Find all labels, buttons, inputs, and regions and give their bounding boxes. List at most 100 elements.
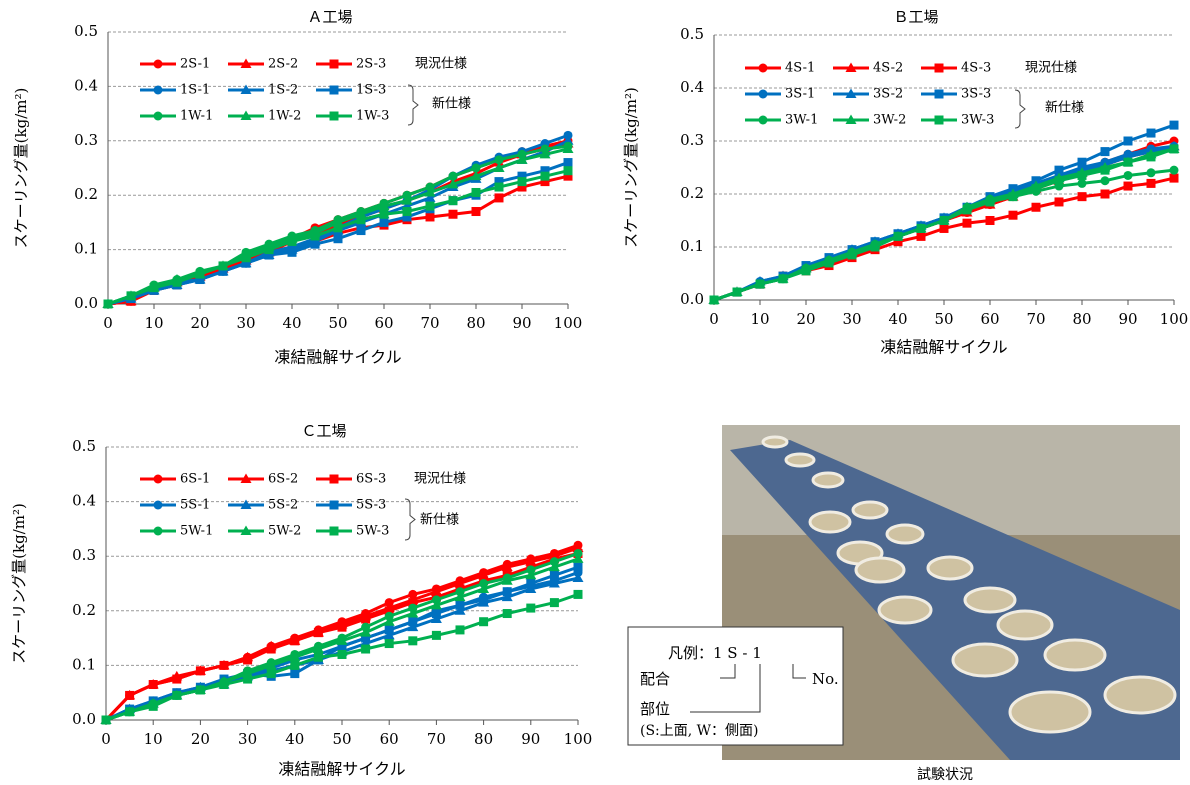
x-tick-label: 10 [750,310,769,328]
marker [709,295,719,305]
x-tick-label: 50 [934,310,953,328]
marker [870,242,880,252]
x-axis-label: 凍結融解サイクル [880,338,1007,357]
marker [287,236,297,246]
marker [1146,128,1156,138]
x-tick-label: 90 [1118,310,1137,328]
chart-title: Ｂ工場 [893,8,938,26]
x-tick-label: 100 [1160,310,1189,328]
marker [329,474,339,484]
marker [934,63,944,73]
legend-label: 1S-3 [356,83,386,98]
x-tick-label: 100 [554,314,583,332]
y-axis-label: スケーリング量(kg/m²) [622,87,640,248]
marker [962,218,972,228]
photo-caption: 試験状況 [917,767,973,783]
marker [525,583,537,593]
marker [845,114,857,124]
legend-label: 5S-2 [268,498,298,513]
marker [195,275,205,285]
marker [290,660,300,670]
annotation: 現況仕様 [415,57,467,72]
marker [153,474,163,484]
marker [148,680,158,690]
marker [431,630,441,640]
marker [562,143,574,153]
marker [540,177,550,187]
x-tick-label: 10 [144,730,163,748]
y-tick-label: 0.5 [74,22,98,40]
y-tick-label: 0.1 [680,237,704,255]
legend-label: 6S-1 [180,472,210,487]
marker [378,200,390,211]
marker [470,170,482,181]
marker [893,231,903,241]
marker [1123,136,1133,146]
legend-part-note: (S:上面, W：側面) [640,723,759,739]
marker [195,269,205,279]
marker [494,177,504,187]
marker [563,166,573,176]
legend-label: 5W-3 [356,524,389,539]
marker [1100,165,1110,175]
marker [310,239,320,249]
marker [1077,170,1087,180]
marker [549,598,559,608]
x-tick-label: 100 [564,730,593,748]
legend-label: 3S-2 [873,87,903,102]
marker [424,192,436,202]
marker [337,641,347,651]
marker [153,85,163,95]
marker [149,283,159,293]
marker [548,561,560,572]
x-tick-label: 0 [709,310,719,328]
marker [845,88,857,98]
marker [471,207,481,217]
marker [241,253,251,263]
marker [329,85,339,95]
chart-title: Ａ工場 [307,8,352,26]
marker [408,636,418,646]
marker [1031,184,1041,194]
x-tick-label: 10 [144,314,163,332]
marker [1054,165,1064,175]
marker [172,690,182,700]
marker [379,217,389,227]
y-tick-label: 0.3 [72,546,96,564]
y-tick-label: 0.1 [74,240,98,258]
marker [125,707,135,717]
marker [1100,189,1110,199]
x-tick-label: 70 [420,314,439,332]
marker [517,171,527,181]
marker [424,186,436,197]
marker [337,622,347,632]
marker [243,674,253,684]
annotation: 現況仕様 [1025,61,1077,76]
marker [985,216,995,225]
legend-number: No. [812,670,839,688]
marker [525,569,537,580]
marker [240,525,252,535]
x-tick-label: 0 [103,314,113,332]
legend-label: 2S-1 [180,57,210,72]
marker [310,231,320,241]
y-axis-label: スケーリング量(kg/m²) [10,503,28,664]
x-axis-label: 凍結融解サイクル [274,348,401,367]
legend-label: 1S-2 [268,83,298,98]
marker [360,627,372,637]
x-tick-label: 90 [512,314,531,332]
y-tick-label: 0.5 [680,25,704,43]
x-tick-label: 60 [380,730,399,748]
marker [361,644,371,654]
x-tick-label: 60 [980,310,999,328]
marker [755,279,765,289]
marker [501,575,513,585]
marker [758,63,768,73]
y-axis-label: スケーリング量(kg/m²) [12,88,30,249]
marker [356,226,366,236]
marker [985,197,995,207]
marker [447,178,459,189]
marker [916,231,926,241]
marker [1008,210,1018,220]
